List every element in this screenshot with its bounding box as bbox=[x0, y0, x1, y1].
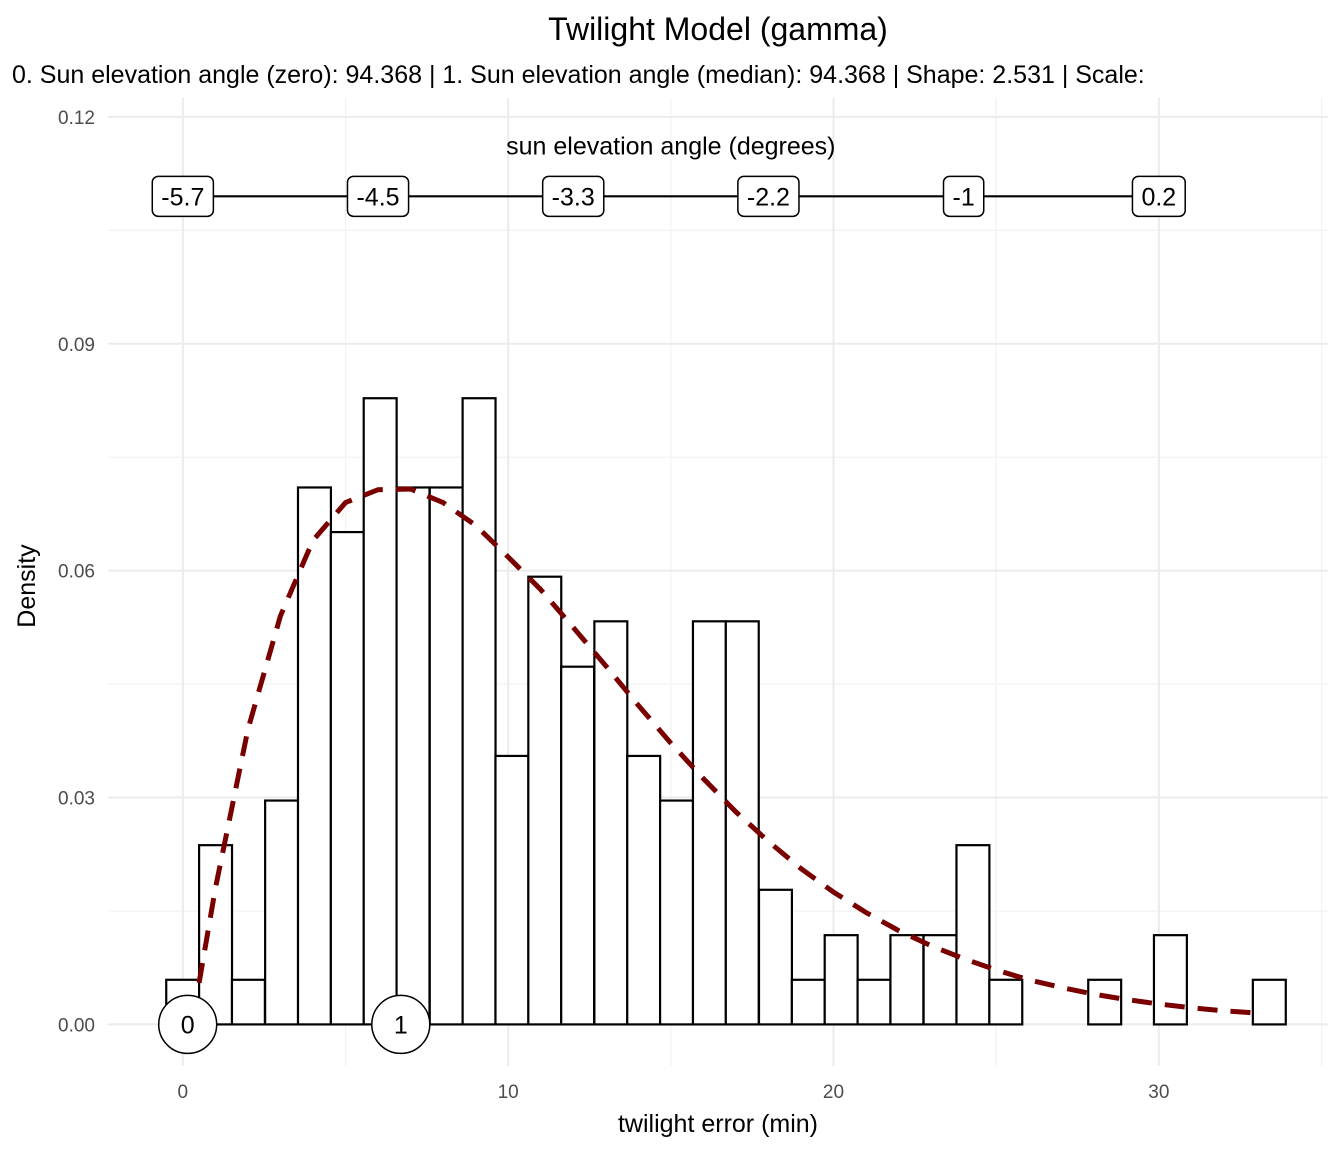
histogram-bar bbox=[955, 844, 991, 1026]
histogram-bar bbox=[1251, 978, 1287, 1026]
marker-circle bbox=[371, 994, 431, 1055]
histogram-bar bbox=[658, 799, 695, 1026]
marker-label: 0 bbox=[181, 1011, 195, 1039]
y-tick-label: 0.12 bbox=[58, 108, 95, 129]
histogram-bar bbox=[593, 620, 629, 1026]
histogram-bars bbox=[165, 397, 1287, 1026]
histogram-bar bbox=[922, 934, 958, 1026]
sun-elevation-label-text: -2.2 bbox=[747, 183, 790, 211]
histogram-bar bbox=[230, 978, 266, 1026]
histogram-bar bbox=[988, 978, 1024, 1026]
density-curve-layer bbox=[196, 486, 1257, 1016]
sun-elevation-label-text: -5.7 bbox=[161, 183, 204, 211]
histogram-bar bbox=[724, 620, 760, 1026]
histogram-bar bbox=[856, 978, 892, 1026]
x-axis-title: twilight error (min) bbox=[618, 1110, 818, 1138]
x-tick-label: 20 bbox=[823, 1082, 844, 1103]
histogram-bar bbox=[691, 620, 727, 1026]
sun-elevation-label-box bbox=[942, 175, 985, 218]
x-tick-label: 30 bbox=[1148, 1082, 1169, 1103]
y-axis-title: Density bbox=[13, 544, 41, 628]
sun-elevation-label-text: -1 bbox=[953, 183, 975, 211]
marker-circle bbox=[157, 994, 218, 1055]
sun-elevation-label: -4.5 bbox=[346, 175, 410, 218]
histogram-bar bbox=[527, 575, 563, 1026]
y-tick-label: 0.00 bbox=[58, 1015, 95, 1036]
sun-elevation-label: -2.2 bbox=[737, 175, 800, 218]
y-tick-labels: 0.00 0.03 0.06 0.09 0.12 bbox=[58, 108, 95, 1037]
marker-label: 1 bbox=[394, 1011, 408, 1039]
histogram-bar bbox=[1152, 934, 1188, 1026]
histogram-bar bbox=[197, 844, 234, 1026]
histogram-bar bbox=[889, 934, 925, 1026]
sun-elevation-title: sun elevation angle (degrees) bbox=[506, 132, 835, 160]
sun-elevation-label-text: -3.3 bbox=[552, 183, 595, 211]
histogram-bar bbox=[461, 397, 497, 1026]
x-tick-labels: 0 10 20 30 bbox=[178, 1082, 1170, 1103]
histogram-bar bbox=[494, 754, 530, 1026]
sun-elevation-label-box bbox=[1131, 175, 1186, 218]
histogram-bar bbox=[264, 799, 300, 1026]
y-tick-label: 0.03 bbox=[58, 789, 95, 810]
histogram-bar bbox=[1087, 978, 1123, 1026]
histogram-bar bbox=[790, 978, 826, 1026]
histogram-bar bbox=[757, 888, 794, 1026]
sun-elevation-label: 0.2 bbox=[1131, 175, 1186, 218]
y-tick-label: 0.09 bbox=[58, 335, 95, 356]
histogram-bar bbox=[329, 530, 365, 1026]
sun-elevation-label-box bbox=[346, 175, 410, 218]
chart-subtitle: 0. Sun elevation angle (zero): 94.368 | … bbox=[12, 61, 1145, 89]
histogram-bar bbox=[395, 486, 431, 1026]
density-curve bbox=[196, 486, 1257, 1016]
chart-title: Twilight Model (gamma) bbox=[548, 11, 888, 47]
sun-elevation-label-box bbox=[541, 175, 605, 218]
sun-elevation-label: -5.7 bbox=[151, 175, 215, 218]
sun-elevation-label-box bbox=[737, 175, 800, 218]
sun-elevation-label: -1 bbox=[942, 175, 985, 218]
sun-elevation-label-box bbox=[151, 175, 215, 218]
sun-elevation-label: -3.3 bbox=[541, 175, 605, 218]
sun-elevation-label-text: 0.2 bbox=[1141, 183, 1176, 211]
x-tick-label: 10 bbox=[498, 1082, 519, 1103]
histogram-bar bbox=[823, 934, 859, 1026]
y-tick-label: 0.06 bbox=[58, 562, 95, 583]
histogram-bar bbox=[362, 397, 398, 1026]
sun-elevation-axis: sun elevation angle (degrees) -5.7 -4.5 -3.… bbox=[151, 132, 1186, 218]
sun-elevation-label-text: -4.5 bbox=[356, 183, 399, 211]
histogram-bar bbox=[428, 486, 464, 1026]
histogram-bar bbox=[626, 754, 662, 1026]
x-tick-label: 0 bbox=[178, 1082, 189, 1103]
histogram-bar bbox=[560, 665, 596, 1026]
